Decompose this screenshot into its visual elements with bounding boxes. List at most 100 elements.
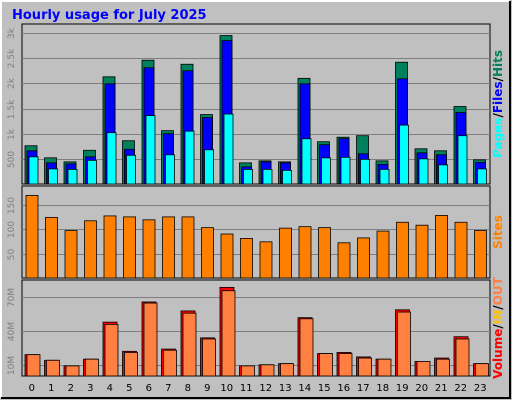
out-volume-bar-16 <box>339 354 352 376</box>
out-volume-bar-19-highlight <box>399 313 409 315</box>
hits-bar-21-highlight <box>436 152 445 154</box>
sites-bar-1 <box>46 217 58 278</box>
sites-bar-23-body <box>475 231 487 278</box>
hits-bar-3-highlight <box>85 151 94 153</box>
sites-bar-3 <box>85 221 97 278</box>
sites-bar-13 <box>280 228 292 278</box>
pages-bar-18 <box>380 169 389 184</box>
sites-bar-11-body <box>241 238 253 278</box>
out-volume-bar-15-body <box>320 354 333 376</box>
sites-bar-15-highlight <box>320 229 329 231</box>
pages-bar-9-highlight <box>206 151 212 153</box>
sites-bar-1-highlight <box>47 218 56 220</box>
pages-bar-5-body <box>127 155 136 184</box>
sites-bar-16-body <box>338 243 350 278</box>
hits-files-pages-legend-item-2: Files <box>491 81 505 113</box>
sites-bar-19-body <box>397 222 409 278</box>
sites-bar-9 <box>202 228 214 278</box>
pages-bar-5-highlight <box>128 156 134 158</box>
out-volume-bar-10-highlight <box>223 292 233 294</box>
pages-bar-7-body <box>166 155 175 184</box>
sites-bar-20-highlight <box>417 226 426 228</box>
pages-bar-12 <box>263 169 272 184</box>
sites-bar-22 <box>455 222 467 278</box>
hits-files-pages-ytick-label: 1k <box>7 128 17 140</box>
hour-label: 9 <box>204 383 210 394</box>
pages-bar-1-highlight <box>50 170 56 172</box>
volume-legend-item-4: OUT <box>491 276 505 305</box>
pages-bar-6 <box>146 116 155 184</box>
hits-bar-19-highlight <box>397 63 406 65</box>
pages-bar-19-highlight <box>401 126 407 128</box>
hits-bar-11-highlight <box>241 164 250 166</box>
pages-bar-16 <box>341 157 350 184</box>
sites-bar-4-highlight <box>105 217 114 219</box>
sites-bar-0-body <box>26 195 38 278</box>
sites-bar-3-body <box>85 221 97 278</box>
pages-bar-10-body <box>224 114 233 184</box>
hits-bar-17-highlight <box>358 137 367 139</box>
files-bar-0-highlight <box>28 152 35 154</box>
out-volume-bar-21-highlight <box>438 360 448 362</box>
sites-bar-7 <box>163 217 175 278</box>
out-volume-bar-20 <box>417 361 430 376</box>
pages-bar-5 <box>127 155 136 184</box>
sites-bar-1-body <box>46 217 58 278</box>
files-bar-7-highlight <box>165 135 172 137</box>
pages-bar-8-body <box>185 131 194 184</box>
out-volume-bar-7 <box>164 350 177 376</box>
hour-label: 3 <box>87 383 93 394</box>
out-volume-bar-11 <box>242 366 255 376</box>
hour-label: 5 <box>126 383 132 394</box>
sites-legend-item-0: Sites <box>491 215 505 249</box>
hits-bar-4-highlight <box>104 78 113 80</box>
hits-files-pages-ytick-label: 500 <box>7 151 17 168</box>
hour-label: 18 <box>376 383 389 394</box>
hits-files-pages-ytick-label: 3k <box>7 27 17 39</box>
pages-bar-12-highlight <box>264 170 270 172</box>
files-bar-9-highlight <box>204 119 211 121</box>
pages-bar-18-highlight <box>381 170 387 172</box>
pages-bar-2-highlight <box>69 170 75 172</box>
pages-bar-9 <box>205 150 214 184</box>
sites-bar-12 <box>260 242 272 278</box>
pages-bar-16-highlight <box>342 158 348 160</box>
sites-bar-18-body <box>377 231 389 278</box>
sites-bar-7-body <box>163 217 175 278</box>
hour-label: 20 <box>415 383 428 394</box>
sites-bar-20 <box>416 225 428 278</box>
out-volume-bar-8-highlight <box>184 314 194 316</box>
hits-files-pages-legend-item-0: Pages <box>491 118 505 158</box>
sites-legend: Sites <box>491 215 505 249</box>
pages-bar-2 <box>68 169 77 184</box>
hits-bar-6-highlight <box>143 61 152 63</box>
sites-bar-5 <box>124 217 136 278</box>
files-bar-18-highlight <box>379 165 386 167</box>
sites-bar-22-body <box>455 222 467 278</box>
pages-bar-0 <box>29 157 38 184</box>
out-volume-bar-18 <box>378 359 391 376</box>
out-volume-bar-7-highlight <box>165 351 175 353</box>
hour-label: 21 <box>435 383 448 394</box>
hits-bar-8-highlight <box>182 65 191 67</box>
out-volume-bar-9-highlight <box>204 340 214 342</box>
out-volume-bar-13 <box>281 364 294 376</box>
sites-bar-15-body <box>319 228 331 278</box>
sites-bar-3-highlight <box>86 222 95 224</box>
pages-bar-10 <box>224 114 233 184</box>
out-volume-bar-20-highlight <box>418 362 428 364</box>
pages-bar-17-highlight <box>362 160 368 162</box>
out-volume-bar-6-highlight <box>145 304 155 306</box>
pages-bar-20-highlight <box>420 160 426 162</box>
pages-bar-8 <box>185 131 194 184</box>
sites-bar-18 <box>377 231 389 278</box>
hits-files-pages-ytick-label: 2k <box>7 77 17 89</box>
hour-label: 11 <box>240 383 253 394</box>
hour-label: 10 <box>220 383 233 394</box>
sites-bar-2-body <box>65 231 77 278</box>
hits-files-pages-legend-item-4: Hits <box>491 50 505 77</box>
out-volume-bar-12 <box>261 365 274 376</box>
out-volume-bar-23 <box>476 364 489 376</box>
out-volume-bar-5-highlight <box>126 353 136 355</box>
out-volume-bar-11-highlight <box>243 367 253 369</box>
